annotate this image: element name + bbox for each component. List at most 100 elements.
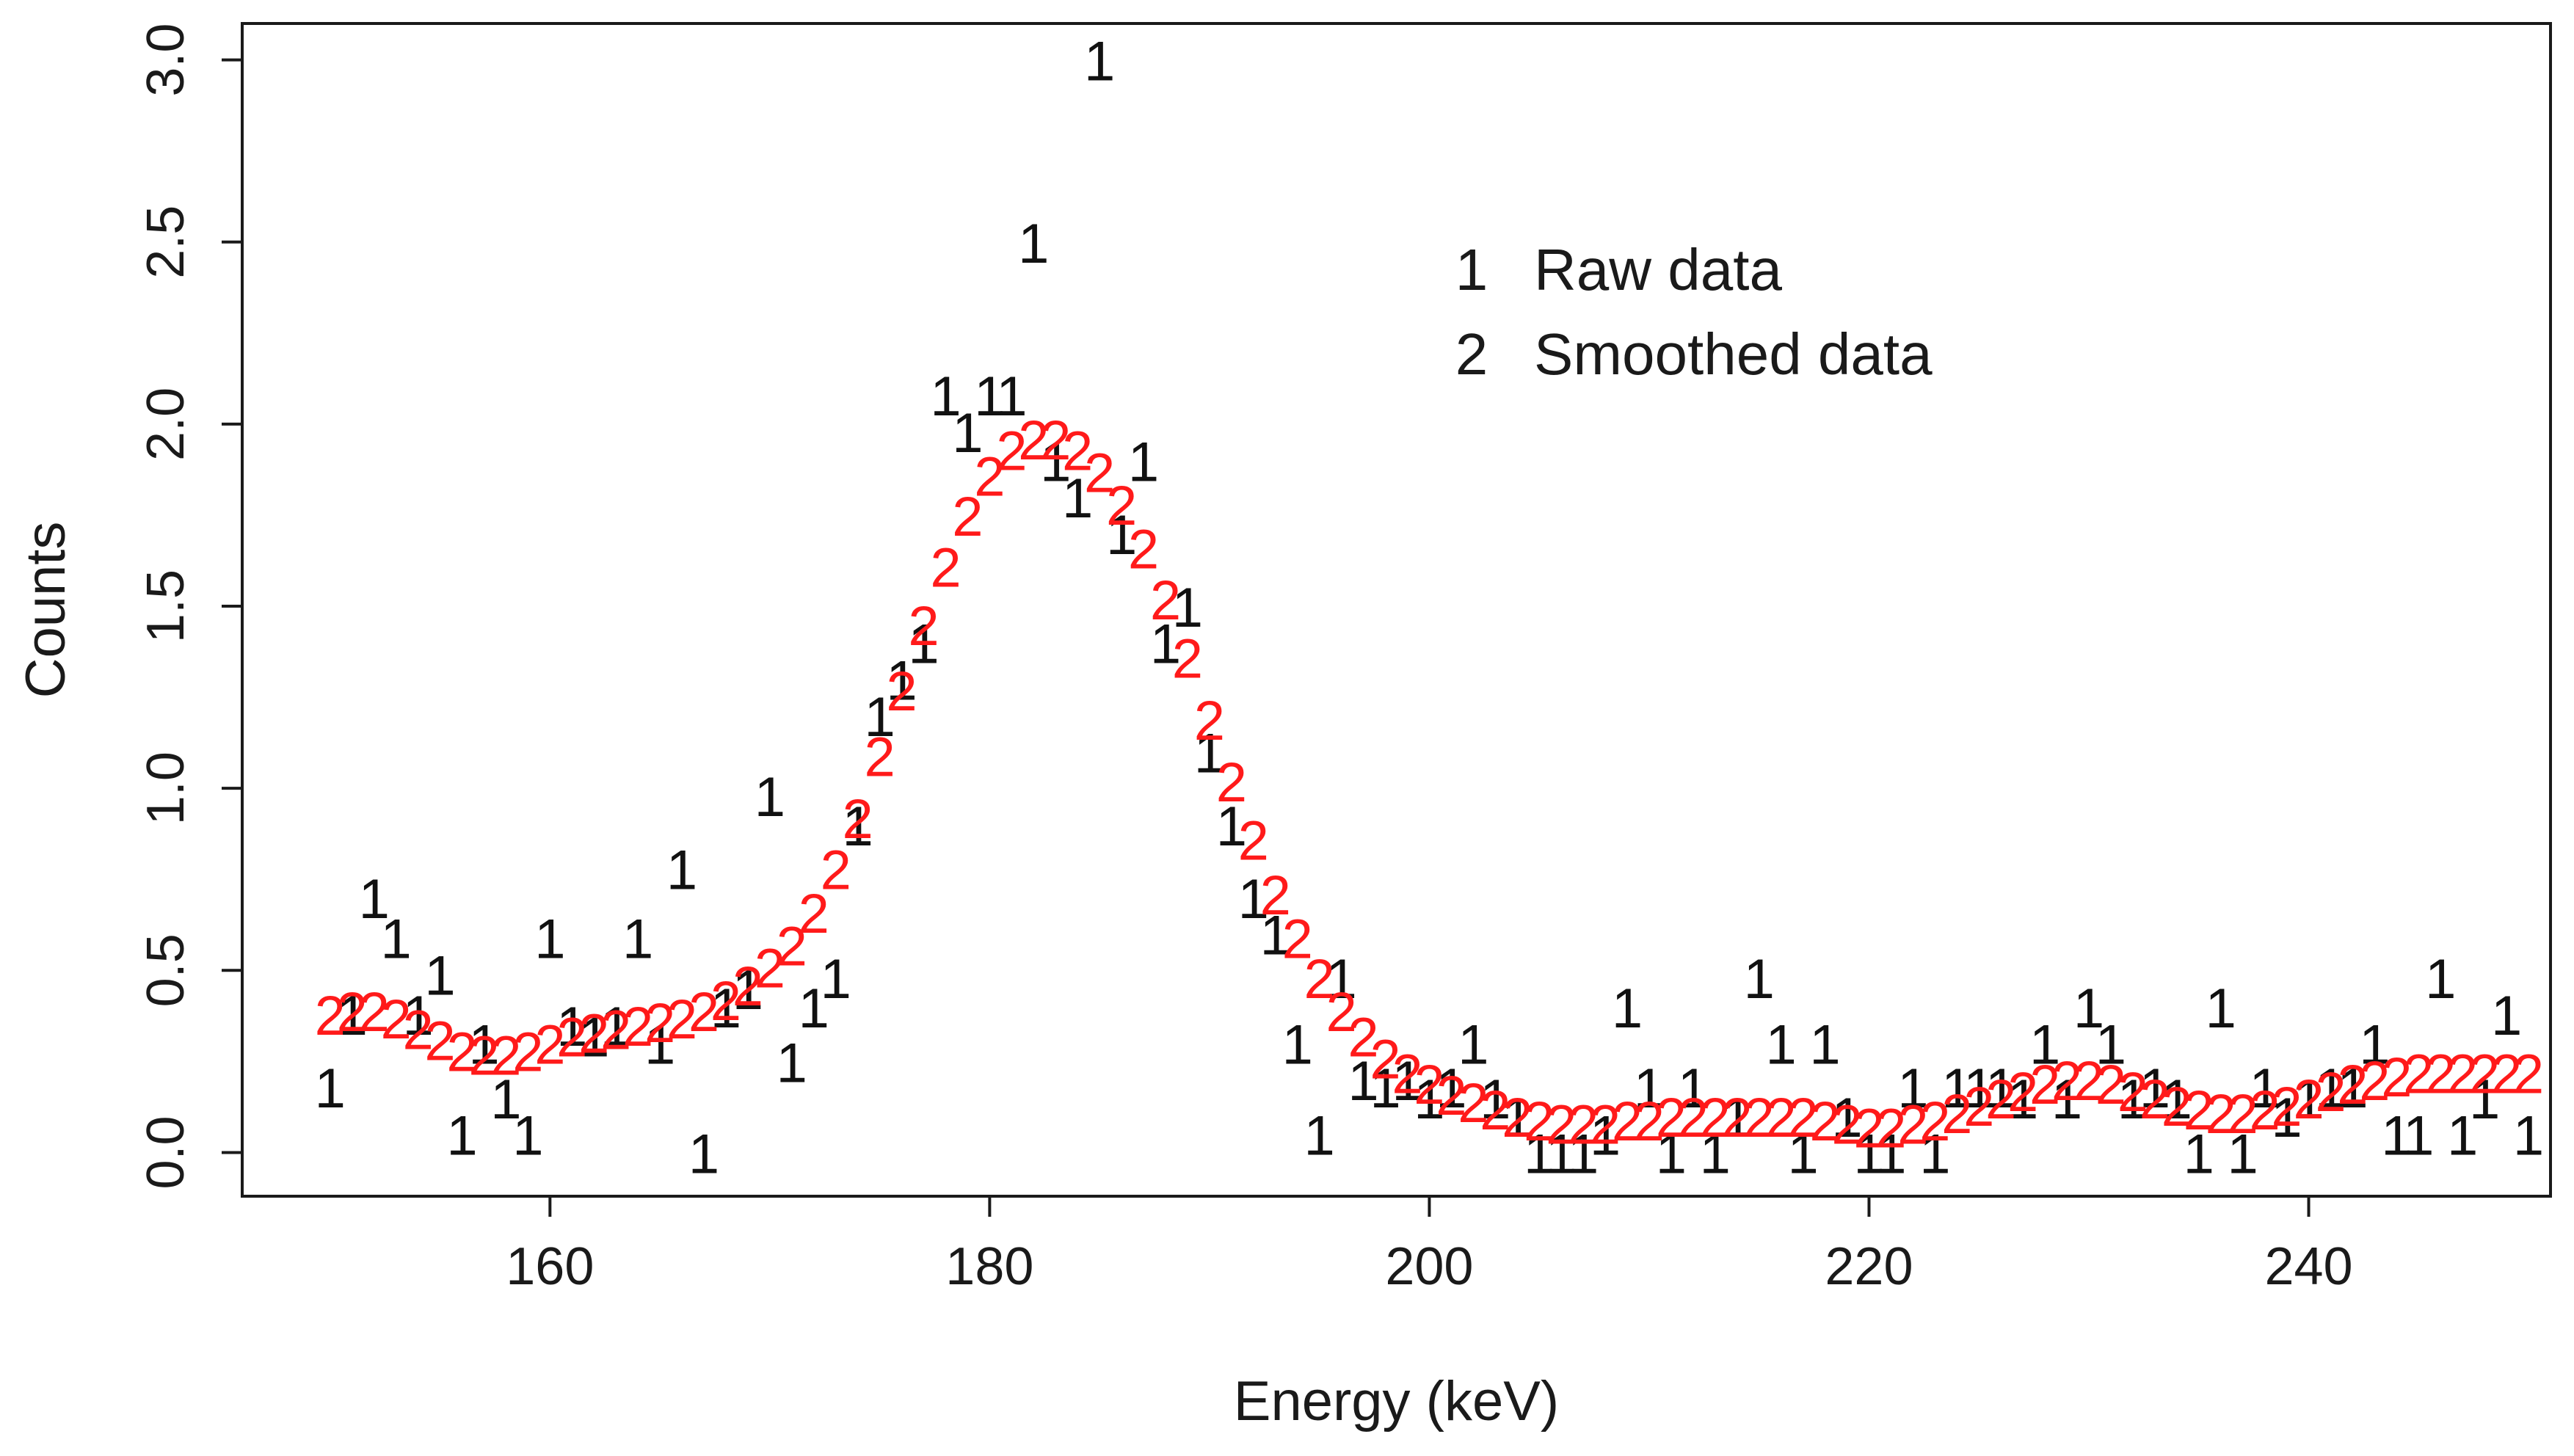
smoothed-point: 2 xyxy=(1634,1091,1665,1153)
smoothed-point: 2 xyxy=(2403,1043,2434,1105)
raw-point: 1 xyxy=(2491,985,2522,1047)
raw-point: 1 xyxy=(2073,978,2104,1040)
raw-point: 1 xyxy=(534,909,565,971)
smoothed-point: 2 xyxy=(1194,690,1225,752)
smoothed-point: 2 xyxy=(1502,1087,1533,1149)
smoothed-point: 2 xyxy=(2073,1050,2104,1113)
smoothed-point: 2 xyxy=(1436,1065,1466,1127)
raw-point: 1 xyxy=(2469,1069,2500,1131)
smoothed-point: 2 xyxy=(1018,410,1049,472)
smoothed-point: 2 xyxy=(2271,1076,2302,1138)
smoothed-point: 2 xyxy=(974,445,1005,508)
y-axis: 0.0 0.5 1.0 1.5 2.0 2.5 3.0 xyxy=(137,23,242,1189)
smoothed-point: 2 xyxy=(1304,948,1335,1011)
smoothed-point: 2 xyxy=(578,1003,609,1066)
raw-point: 1 xyxy=(1018,213,1049,275)
raw-point: 1 xyxy=(1985,1058,2016,1120)
smoothed-point: 2 xyxy=(315,985,346,1047)
raw-point: 1 xyxy=(1392,1050,1422,1113)
smoothed-point: 2 xyxy=(2184,1080,2214,1142)
raw-point: 1 xyxy=(1216,796,1247,858)
smoothed-point: 2 xyxy=(755,937,785,1000)
smoothed-point: 2 xyxy=(1348,1007,1378,1069)
raw-point: 1 xyxy=(1963,1058,1994,1120)
raw-point: 1 xyxy=(1172,577,1203,639)
raw-point: 1 xyxy=(1106,504,1137,567)
x-tick-label-220: 220 xyxy=(1825,1237,1913,1296)
x-axis: 160 180 200 220 240 xyxy=(506,1196,2353,1296)
raw-point: 1 xyxy=(1853,1123,1884,1185)
smoothed-point: 2 xyxy=(1414,1054,1444,1116)
smoothed-point: 2 xyxy=(886,660,917,723)
raw-point: 1 xyxy=(2359,1014,2390,1077)
raw-point: 1 xyxy=(886,649,917,712)
raw-point: 1 xyxy=(1524,1123,1555,1185)
raw-point: 1 xyxy=(2162,1069,2192,1131)
smoothed-point: 2 xyxy=(1128,519,1159,581)
smoothed-point: 2 xyxy=(1919,1091,1950,1153)
raw-point: 1 xyxy=(424,944,455,1007)
raw-point: 1 xyxy=(1480,1069,1510,1131)
smoothed-point: 2 xyxy=(2206,1083,2236,1146)
raw-point: 1 xyxy=(1919,1123,1950,1185)
smoothed-point: 2 xyxy=(468,1024,499,1087)
smoothed-point: 2 xyxy=(556,1007,587,1069)
raw-point: 1 xyxy=(974,365,1005,428)
smoothed-point: 2 xyxy=(2007,1061,2038,1124)
smoothed-point: 2 xyxy=(1678,1087,1709,1149)
smoothed-point: 2 xyxy=(446,1021,477,1083)
raw-point: 1 xyxy=(1348,1050,1378,1113)
smoothed-point: 2 xyxy=(1040,410,1071,472)
raw-point: 1 xyxy=(1326,948,1356,1011)
smoothed-point: 2 xyxy=(688,981,719,1044)
raw-point: 1 xyxy=(2249,1058,2280,1120)
smoothed-point: 2 xyxy=(534,1014,565,1077)
smoothed-point: 2 xyxy=(1656,1087,1687,1149)
smoothed-point: 2 xyxy=(1568,1094,1599,1157)
raw-point: 1 xyxy=(1282,1014,1313,1077)
smoothed-point: 2 xyxy=(2051,1050,2082,1113)
raw-point: 1 xyxy=(2117,1069,2148,1131)
raw-point: 1 xyxy=(777,1032,807,1094)
raw-point: 1 xyxy=(1128,432,1159,494)
smoothed-point: 2 xyxy=(381,989,412,1051)
raw-point: 1 xyxy=(2007,1069,2038,1131)
y-tick-label-2.5: 2.5 xyxy=(137,205,195,279)
raw-point: 1 xyxy=(1809,1014,1840,1077)
y-tick-label-0.5: 0.5 xyxy=(137,933,195,1007)
raw-point: 1 xyxy=(1546,1123,1577,1185)
smoothed-point: 2 xyxy=(930,536,961,599)
smoothed-point: 2 xyxy=(1326,981,1356,1044)
smoothed-point: 2 xyxy=(2139,1069,2170,1131)
raw-point: 1 xyxy=(1414,1069,1444,1131)
raw-point: 1 xyxy=(644,1014,675,1077)
raw-point: 1 xyxy=(1897,1058,1928,1120)
smoothed-point: 2 xyxy=(2293,1069,2324,1131)
raw-point: 1 xyxy=(1260,905,1291,967)
raw-point: 1 xyxy=(1568,1123,1599,1185)
raw-point: 1 xyxy=(2381,1105,2412,1168)
legend-label-smoothed: Smoothed data xyxy=(1534,321,1933,387)
smoothed-point: 2 xyxy=(1216,751,1247,814)
raw-point: 1 xyxy=(1722,1087,1753,1149)
smoothed-point: 2 xyxy=(2117,1061,2148,1124)
raw-point: 1 xyxy=(1084,31,1115,93)
legend: 1 Raw data 2 Smoothed data xyxy=(1455,237,1933,387)
y-tick-label-0.0: 0.0 xyxy=(137,1115,195,1189)
smoothed-point: 2 xyxy=(2162,1076,2192,1138)
smoothed-point: 2 xyxy=(1260,864,1291,927)
smoothed-point: 2 xyxy=(1458,1072,1488,1135)
y-tick-label-1.0: 1.0 xyxy=(137,751,195,825)
smoothed-point: 2 xyxy=(1853,1098,1884,1160)
smoothed-point: 2 xyxy=(1150,569,1181,632)
raw-point: 1 xyxy=(1040,432,1071,494)
smoothed-point: 2 xyxy=(864,727,895,789)
raw-point: 1 xyxy=(2206,978,2236,1040)
smoothed-point: 2 xyxy=(1985,1069,2016,1131)
legend-label-raw: Raw data xyxy=(1534,237,1782,302)
smoothed-point: 2 xyxy=(710,970,741,1033)
raw-point: 1 xyxy=(2425,948,2456,1011)
raw-point: 1 xyxy=(2337,1058,2368,1120)
smoothed-point: 2 xyxy=(1084,442,1115,504)
